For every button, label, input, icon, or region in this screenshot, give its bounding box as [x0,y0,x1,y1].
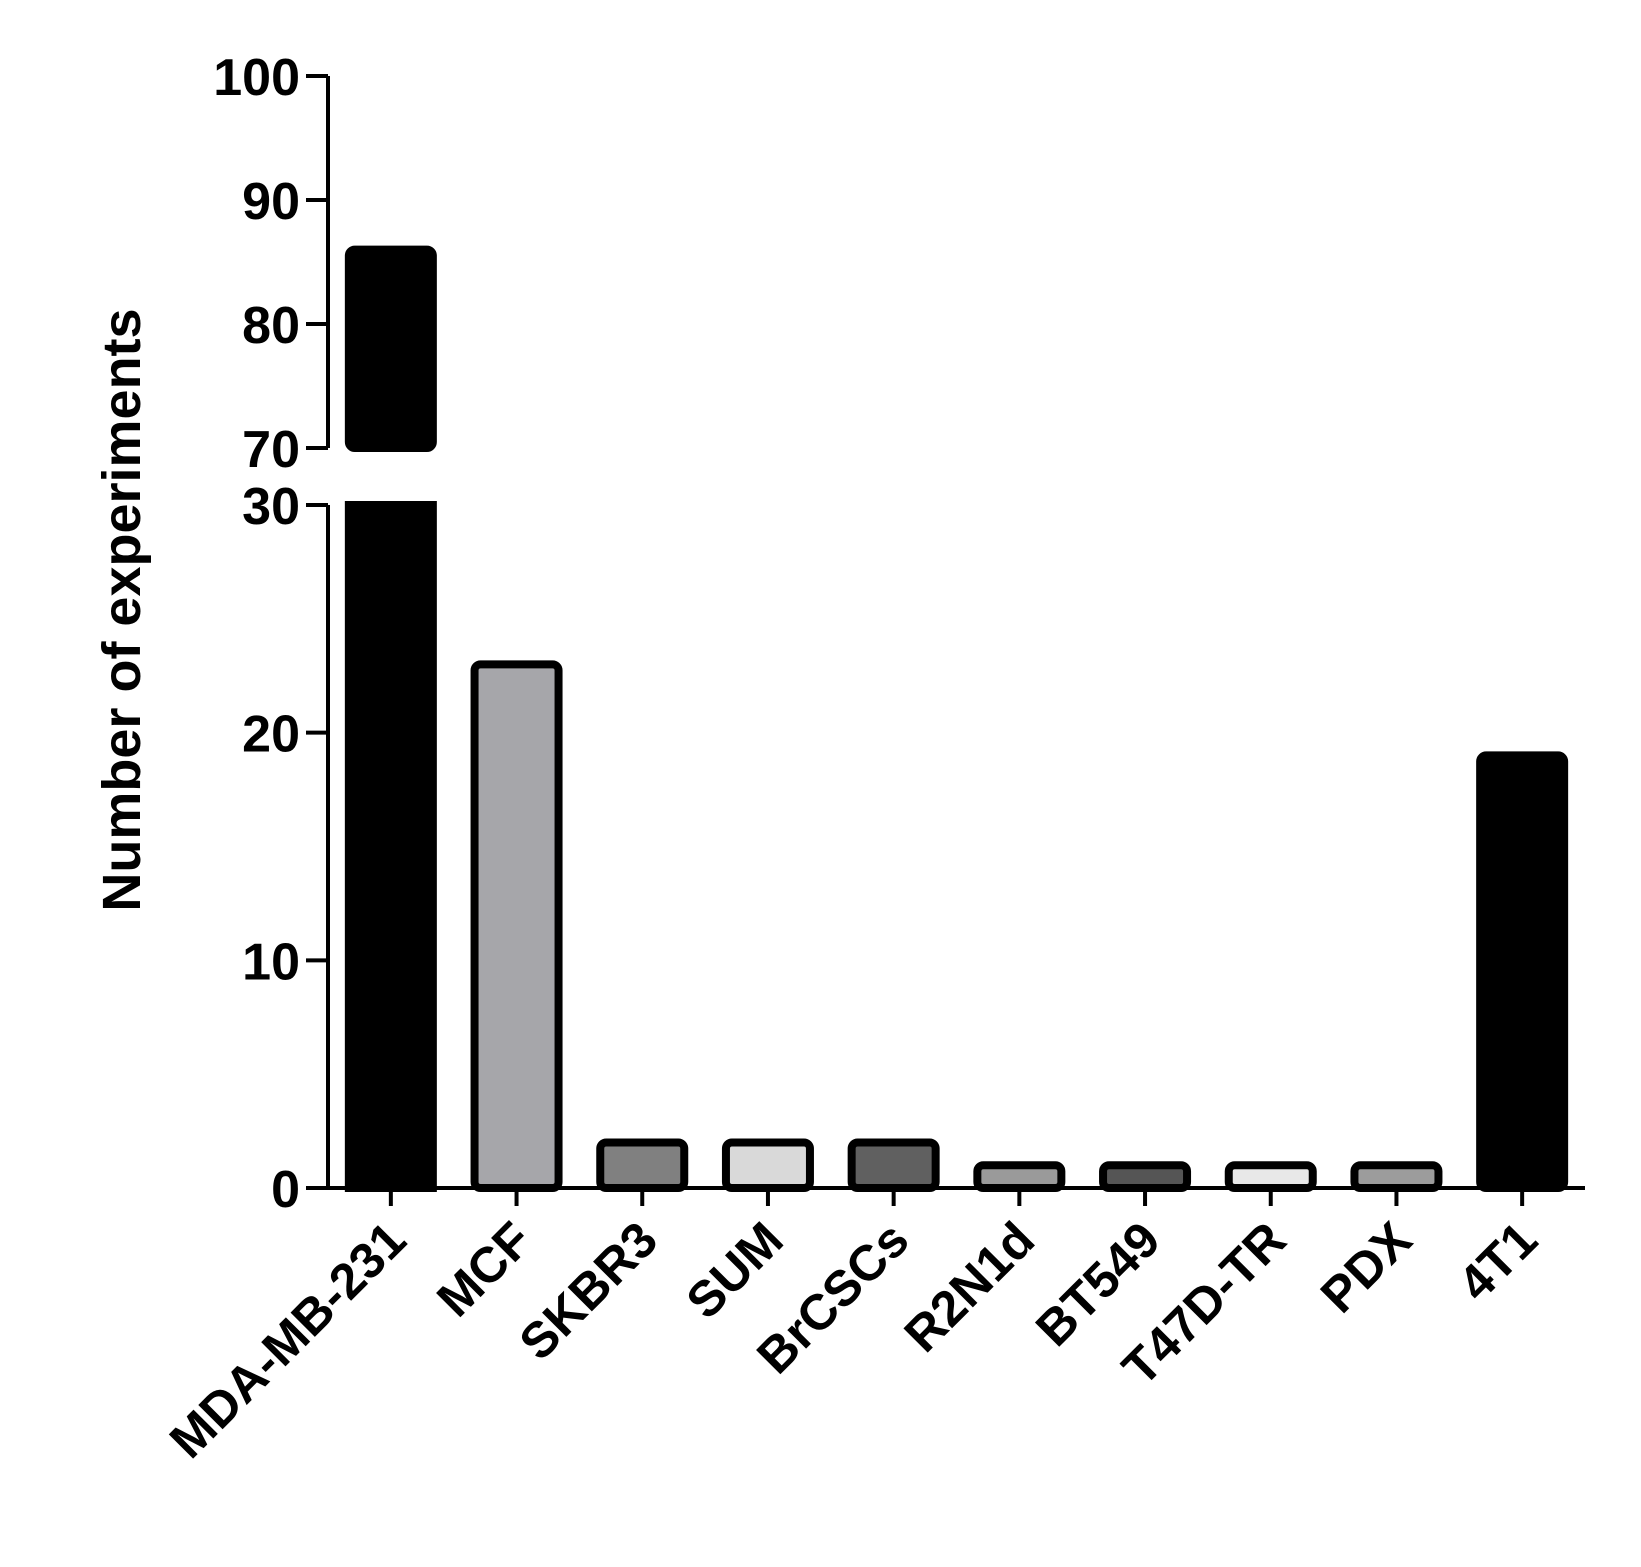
bar [344,245,437,452]
y-tick-label: 10 [242,933,300,991]
y-tick-label: 0 [271,1161,300,1219]
bar [1224,1161,1317,1192]
y-tick-label: 30 [242,478,300,536]
bar [596,1138,689,1193]
bar [847,1138,940,1193]
y-tick-label: 70 [242,421,300,479]
x-tick-label: MCF [426,1211,542,1327]
bar [1476,751,1569,1193]
x-tick-label: SUM [676,1211,794,1329]
bar [721,1138,814,1193]
y-tick-label: 90 [242,173,300,231]
bar [470,660,563,1192]
bar [1350,1161,1443,1192]
x-tick-label: MDA-MB-231 [159,1211,417,1469]
y-tick-label: 20 [242,706,300,764]
y-tick-label: 80 [242,297,300,355]
x-tick-label: 4T1 [1447,1211,1548,1312]
bar [973,1161,1066,1192]
y-tick-label: 100 [213,49,300,107]
x-tick-label: SKBR3 [509,1211,668,1370]
y-axis-title: Number of experiments [92,308,152,911]
x-tick-label: R2N1d [894,1211,1046,1363]
bar [344,501,437,1192]
bar [1099,1161,1192,1192]
x-tick-label: PDX [1310,1211,1422,1323]
